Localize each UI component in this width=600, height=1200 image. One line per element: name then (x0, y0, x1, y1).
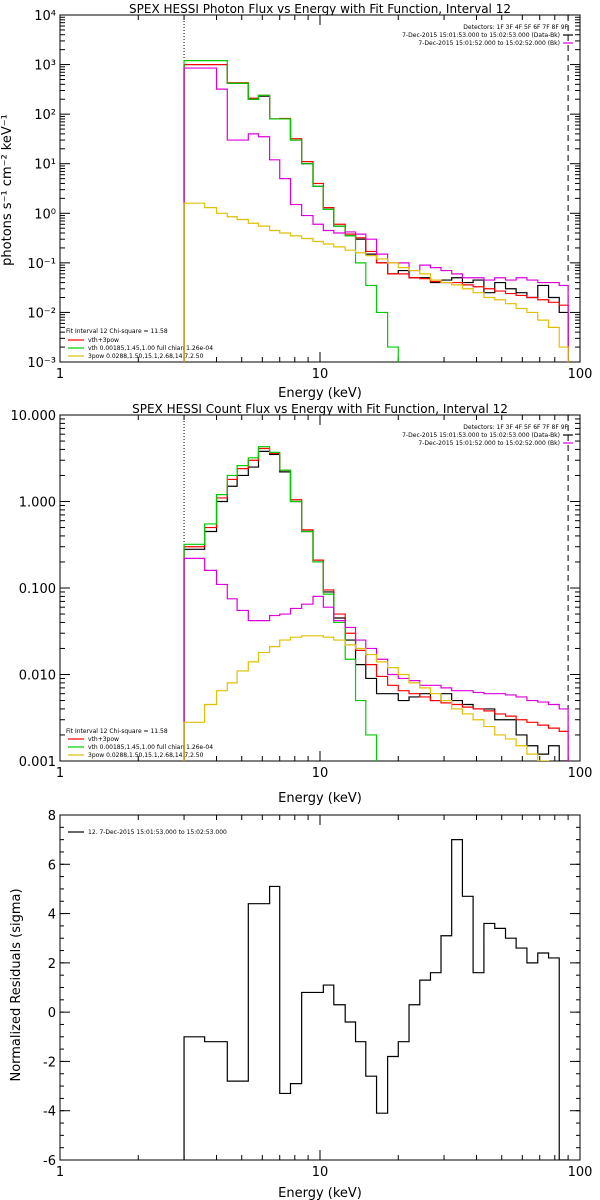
count-flux-legend-line-4: 3pow 0.0288,1.50,15.1,2.68,14.7,2.50 (88, 752, 204, 759)
residuals-panel: Energy (keV) Normalized Residuals (sigma… (9, 809, 592, 1200)
count-flux-xlabel: Energy (keV) (278, 791, 362, 806)
photon-flux-series-4-line (183, 202, 569, 362)
residuals-y-tick-label: -4 (43, 1105, 56, 1120)
count-flux-series-1-line (183, 447, 569, 761)
count-flux-x-tick-label: 10 (312, 766, 329, 781)
residuals-y-tick-label: 0 (48, 1006, 56, 1021)
photon-flux-title: SPEX HESSI Photon Flux vs Energy with Fi… (129, 2, 511, 16)
photon-flux-y-tick-label: 10⁻² (27, 306, 56, 321)
residuals-y-tick-label: 4 (48, 908, 56, 923)
count-flux-legend-line-1: Fit Interval 12 Chi-square = 11.58 (66, 728, 168, 735)
photon-flux-series-3-line (183, 67, 569, 362)
photon-flux-ylabel: photons s⁻¹ cm⁻² keV⁻¹ (0, 114, 15, 266)
photon-flux-panel: SPEX HESSI Photon Flux vs Energy with Fi… (0, 2, 592, 401)
residuals-x-tick-label: 10 (312, 1165, 329, 1180)
photon-flux-legend-line-1: Fit Interval 12 Chi-square = 11.58 (66, 328, 168, 335)
residuals-legend-line-1: 12. 7-Dec-2015 15:01:53.000 to 15:02:53.… (88, 829, 227, 836)
residuals-y-tick-label: 8 (48, 809, 56, 824)
residuals-xlabel: Energy (keV) (278, 1186, 362, 1200)
count-flux-series-3-line (183, 557, 569, 761)
count-flux-panel: SPEX HESSI Count Flux vs Energy with Fit… (11, 402, 593, 806)
count-flux-y-tick-label: 1.000 (19, 496, 56, 511)
residuals-plot-frame (59, 814, 581, 1161)
photon-flux-annotation-1: Detectors: 1F 3F 4F 5F 6F 7F 8F 9F (463, 24, 568, 31)
photon-flux-plot-frame (59, 14, 581, 363)
photon-flux-legend-line-4: 3pow 0.0288,1.50,15.1,2.68,14.7,2.50 (88, 353, 204, 360)
count-flux-series-2-line (183, 446, 389, 761)
residuals-x-tick-label: 1 (56, 1165, 64, 1180)
photon-flux-y-tick-label: 10⁻³ (27, 356, 56, 371)
photon-flux-y-tick-label: 10⁻¹ (27, 257, 56, 272)
residuals-series-0-line (183, 839, 569, 1160)
residuals-y-tick-label: -6 (43, 1154, 56, 1169)
photon-flux-series-0-line (183, 63, 569, 362)
count-flux-x-tick-label: 1 (56, 766, 64, 781)
count-flux-y-tick-label: 0.001 (19, 755, 56, 770)
photon-flux-xlabel: Energy (keV) (278, 386, 362, 401)
count-flux-annotation-3: 7-Dec-2015 15:01:52.000 to 15:02:52.000 … (418, 440, 560, 447)
photon-flux-annotation-2: 7-Dec-2015 15:01:53.000 to 15:02:53.000 … (402, 32, 560, 39)
photon-flux-y-tick-label: 10⁴ (34, 9, 56, 24)
residuals-series-group (183, 839, 569, 1160)
photon-flux-legend-line-2: vth+3pow (88, 337, 119, 344)
count-flux-plot-frame (59, 414, 581, 762)
photon-flux-x-tick-label: 1 (56, 367, 64, 382)
photon-flux-series-2-line (183, 60, 410, 362)
count-flux-title: SPEX HESSI Count Flux vs Energy with Fit… (132, 402, 508, 416)
count-flux-legend-line-3: vth 0.00185,1.45,1.00 full chian 1.26e-0… (88, 744, 213, 751)
residuals-x-tick-label: 100 (568, 1165, 593, 1180)
count-flux-y-tick-label: 10.000 (11, 409, 57, 424)
count-flux-legend-line-2: vth+3pow (88, 736, 119, 743)
photon-flux-x-tick-label: 10 (312, 367, 329, 382)
residuals-y-tick-label: -2 (43, 1055, 56, 1070)
residuals-ylabel: Normalized Residuals (sigma) (9, 888, 24, 1081)
count-flux-series-4-line (183, 635, 569, 761)
photon-flux-y-tick-label: 10¹ (34, 158, 56, 173)
photon-flux-series-1-line (183, 63, 569, 362)
photon-flux-legend-line-3: vth 0.00185,1.45,1.00 full chian 1.26e-0… (88, 345, 213, 352)
photon-flux-series-group (183, 60, 569, 362)
count-flux-x-tick-label: 100 (568, 766, 593, 781)
residuals-y-tick-label: 2 (48, 957, 56, 972)
residuals-y-tick-label: 6 (48, 858, 56, 873)
count-flux-annotation-1: Detectors: 1F 3F 4F 5F 6F 7F 8F 9F (463, 424, 568, 431)
photon-flux-annotation-3: 7-Dec-2015 15:01:52.000 to 15:02:52.000 … (418, 40, 560, 47)
photon-flux-y-tick-label: 10⁰ (34, 207, 56, 222)
count-flux-y-tick-label: 0.010 (19, 669, 56, 684)
count-flux-series-0-line (183, 450, 569, 761)
count-flux-y-tick-label: 0.100 (19, 582, 56, 597)
photon-flux-y-tick-label: 10² (34, 108, 56, 123)
photon-flux-y-tick-label: 10³ (34, 59, 56, 74)
count-flux-series-group (183, 446, 569, 761)
count-flux-annotation-2: 7-Dec-2015 15:01:53.000 to 15:02:53.000 … (402, 432, 560, 439)
photon-flux-x-tick-label: 100 (568, 367, 593, 382)
